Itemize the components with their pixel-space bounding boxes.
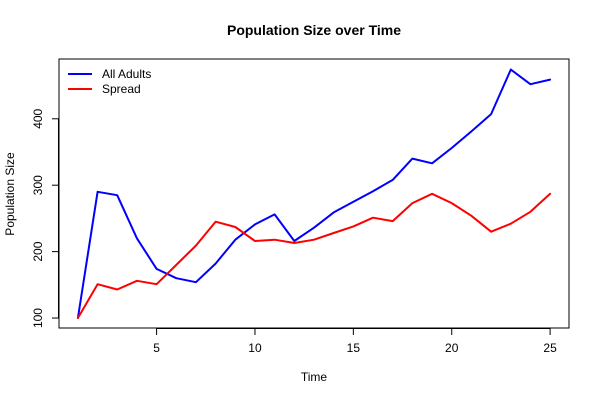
- x-tick-label: 15: [347, 341, 361, 355]
- series-line-spread: [76, 192, 552, 319]
- series-line-all-adults: [76, 68, 552, 319]
- legend-label-spread: Spread: [102, 82, 141, 96]
- legend-label-all-adults: All Adults: [102, 67, 151, 81]
- series-group: [76, 68, 552, 319]
- x-axis-label: Time: [301, 370, 328, 384]
- plot-area: [58, 58, 570, 329]
- x-tick-label: 20: [445, 341, 459, 355]
- y-axis-label: Population Size: [3, 152, 17, 236]
- x-tick-label: 10: [248, 341, 262, 355]
- y-tick-label: 100: [31, 308, 45, 328]
- x-tick-label: 5: [153, 341, 160, 355]
- x-tick-label: 25: [543, 341, 557, 355]
- y-tick-label: 200: [31, 241, 45, 261]
- y-tick-label: 300: [31, 175, 45, 195]
- x-axis: 5 10 15 20 25: [153, 328, 557, 355]
- chart-title: Population Size over Time: [227, 22, 401, 38]
- y-axis: 100 200 300 400: [31, 108, 59, 328]
- y-tick-label: 400: [31, 108, 45, 128]
